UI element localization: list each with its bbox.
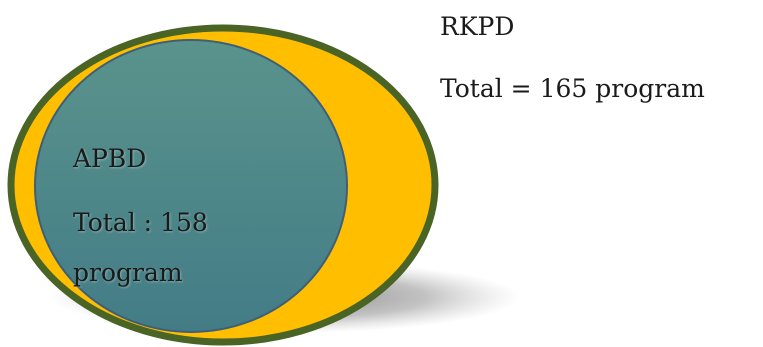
inner-set-title: APBD (73, 144, 147, 173)
inner-set-ellipse (34, 39, 348, 333)
outer-set-title: RKPD (440, 12, 515, 41)
inner-set-unit: program (73, 258, 183, 287)
outer-set-total: Total = 165 program (440, 74, 705, 103)
inner-set-total: Total : 158 (73, 208, 208, 237)
